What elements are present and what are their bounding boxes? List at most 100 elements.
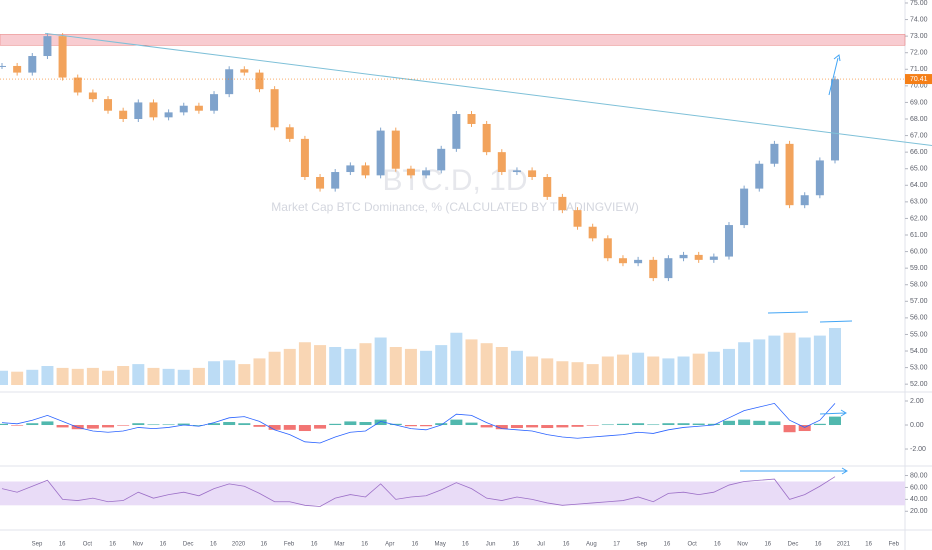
- macd-histogram-bar: [329, 423, 342, 426]
- candle-body: [422, 170, 431, 176]
- macd-histogram-bar: [783, 425, 796, 433]
- last-price-label: 70.41: [910, 76, 928, 83]
- macd-histogram-bar: [722, 420, 735, 426]
- candle-body: [43, 36, 52, 57]
- x-tick-label: Feb: [889, 542, 900, 548]
- macd-histogram-bar: [0, 423, 8, 426]
- volume-bar: [147, 367, 160, 385]
- volume-bar: [541, 358, 554, 385]
- macd-histogram-bar: [162, 424, 175, 426]
- y-tick-label: 72.00: [910, 50, 928, 57]
- volume-bar: [450, 332, 463, 385]
- x-tick-label: 16: [865, 542, 872, 548]
- x-tick-label: 16: [815, 542, 822, 548]
- candle-body: [346, 165, 355, 173]
- y-tick-label: 80.00: [910, 472, 928, 479]
- candle-body: [800, 195, 809, 206]
- macd-histogram-bar: [268, 425, 281, 430]
- macd-histogram-bar: [223, 422, 236, 426]
- candle-body: [134, 102, 143, 119]
- macd-histogram-bar: [616, 423, 629, 426]
- volume-bar: [268, 351, 281, 385]
- candle-body: [164, 112, 173, 118]
- y-tick-label: 68.00: [910, 116, 928, 123]
- candle-body: [316, 177, 325, 189]
- y-tick-label: 0.00: [910, 422, 924, 429]
- volume-bar: [0, 370, 8, 385]
- macd-histogram-bar: [662, 423, 675, 426]
- volume-bar: [102, 370, 115, 385]
- volume-bar: [465, 339, 478, 385]
- candle-body: [452, 114, 461, 149]
- candle-body: [300, 138, 309, 178]
- candle-body: [512, 170, 521, 173]
- candle-body: [664, 258, 673, 279]
- x-tick-label: 16: [160, 542, 167, 548]
- rsi-line: [1, 476, 836, 507]
- x-tick-label: Dec: [183, 542, 194, 548]
- volume-bar: [192, 367, 205, 385]
- y-tick-label: 74.00: [910, 16, 928, 23]
- y-tick-label: 20.00: [910, 508, 928, 515]
- volume-bar: [571, 362, 584, 385]
- volume-bar: [480, 343, 493, 385]
- macd-histogram-bar: [586, 425, 599, 426]
- volume-bar: [677, 356, 690, 385]
- x-tick-label: Apr: [385, 542, 394, 548]
- candle-body: [831, 79, 839, 161]
- volume-bar: [738, 342, 751, 385]
- volume-bar: [86, 367, 99, 385]
- candle-body: [119, 110, 128, 119]
- candle-body: [58, 36, 67, 78]
- candle-body: [497, 152, 506, 173]
- volume-bar: [707, 351, 720, 385]
- y-tick-label: 2.00: [910, 398, 924, 405]
- candle-body: [634, 259, 643, 264]
- volume-bar: [253, 358, 266, 385]
- macd-histogram-bar: [298, 425, 311, 432]
- volume-bar: [314, 345, 327, 385]
- y-tick-label: 56.00: [910, 315, 928, 322]
- candle-body: [770, 143, 779, 164]
- candle-body: [618, 258, 627, 264]
- drawing-line: [767, 311, 853, 323]
- x-tick-label: 16: [361, 542, 368, 548]
- volume-bar: [329, 347, 342, 385]
- x-tick-label: Oct: [688, 542, 698, 548]
- last-price-tag: [905, 74, 932, 85]
- candle-body: [709, 256, 718, 260]
- macd-histogram-bar: [829, 416, 841, 426]
- x-tick-label: May: [435, 542, 446, 548]
- y-tick-label: 55.00: [910, 331, 928, 338]
- candle-body: [73, 77, 82, 93]
- y-tick-label: 40.00: [910, 496, 928, 503]
- drawing-arrow: [740, 467, 848, 475]
- candle-body: [406, 168, 415, 176]
- macd-histogram-bar: [56, 425, 69, 428]
- y-tick-label: 70.00: [910, 83, 928, 90]
- macd-histogram-bar: [753, 420, 766, 426]
- volume-bar: [829, 328, 841, 385]
- y-tick-label: 61.00: [910, 232, 928, 239]
- volume-bar: [632, 352, 645, 385]
- x-tick-label: Mar: [334, 542, 344, 548]
- x-tick-label: Aug: [586, 542, 597, 548]
- y-tick-label: 64.00: [910, 182, 928, 189]
- x-tick-label: Sep: [32, 542, 43, 548]
- macd-histogram-bar: [601, 424, 614, 426]
- volume-bar: [238, 364, 251, 385]
- x-tick-label: 16: [764, 542, 771, 548]
- candle-body: [603, 238, 612, 259]
- candle-body: [285, 127, 294, 139]
- macd-histogram-bar: [480, 425, 493, 428]
- y-tick-label: 53.00: [910, 364, 928, 371]
- y-tick-label: 54.00: [910, 348, 928, 355]
- x-tick-label: 16: [59, 542, 66, 548]
- macd-histogram-bar: [510, 425, 523, 429]
- macd-line: [1, 402, 836, 444]
- volume-bar: [56, 367, 69, 385]
- macd-histogram-bar: [541, 425, 554, 429]
- x-tick-label: 17: [613, 542, 620, 548]
